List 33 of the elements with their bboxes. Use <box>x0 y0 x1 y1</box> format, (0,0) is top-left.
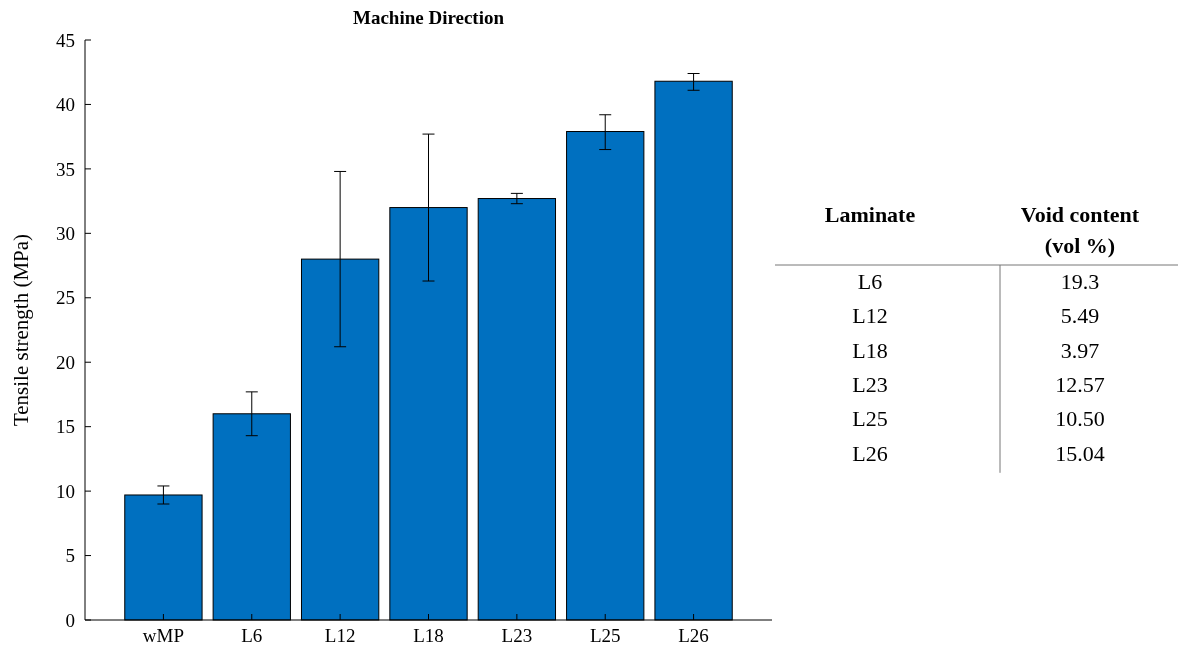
data-label: 15.04 <box>1055 440 1105 466</box>
y-tick-label: 20 <box>56 351 75 373</box>
x-tick-label: wMP <box>142 625 185 646</box>
y-tick-label: 0 <box>65 609 75 631</box>
category-label: L26 <box>852 440 888 466</box>
data-label: 19.3 <box>1060 269 1100 294</box>
y-tick-label: 40 <box>56 94 75 116</box>
data-label: 5.49 <box>1060 303 1100 329</box>
category-label: L23 <box>852 371 888 397</box>
x-tick-label: L18 <box>413 625 444 646</box>
category-label: L18 <box>852 337 888 363</box>
x-tick-label: L25 <box>589 625 621 646</box>
x-tick-label: L12 <box>324 625 356 646</box>
y-tick-label: 30 <box>56 222 75 244</box>
data-label: 10.50 <box>1055 406 1105 432</box>
y-tick-label: 5 <box>65 545 75 567</box>
x-tick-label: L26 <box>678 625 709 646</box>
category-label: L6 <box>857 269 883 294</box>
y-axis-title: Tensile strength (MPa) <box>9 233 33 427</box>
text: Laminate <box>824 202 916 227</box>
category-label: L25 <box>852 406 888 432</box>
y-tick-label: 45 <box>56 29 75 51</box>
x-tick-label: L23 <box>501 625 533 646</box>
data-label: 3.97 <box>1060 337 1100 363</box>
y-tick-label: 10 <box>56 480 75 502</box>
chart-title: Machine Direction <box>352 7 505 28</box>
y-tick-label: 15 <box>56 416 75 438</box>
category-label: L12 <box>852 303 888 329</box>
y-tick-label: 25 <box>56 287 75 309</box>
x-tick-label: L6 <box>241 625 263 646</box>
data-label: 12.57 <box>1055 371 1105 397</box>
y-tick-label: 35 <box>56 158 75 180</box>
text: Void content (vol %) <box>1020 202 1140 258</box>
